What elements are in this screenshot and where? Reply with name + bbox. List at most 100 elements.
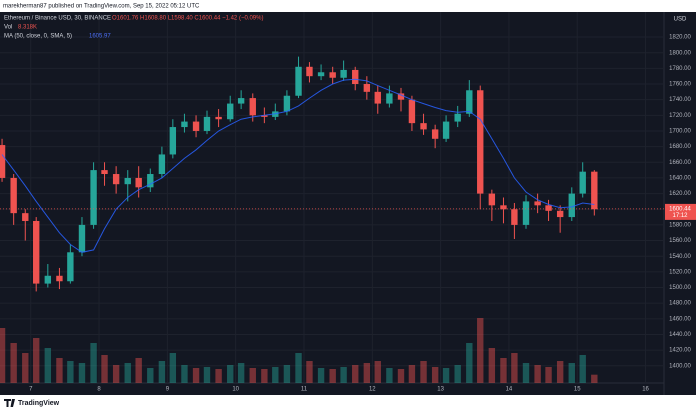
y-tick-label: 1480.00 [669, 301, 691, 307]
candle-body [306, 66, 313, 77]
candle-body [511, 209, 518, 225]
symbol: Ethereum / Binance USD, 30, BINANCE [4, 16, 111, 22]
x-tick-label: 16 [642, 387, 649, 393]
y-tick-label: 1540.00 [669, 254, 691, 260]
volume-bar [556, 361, 564, 383]
candle-body [477, 90, 484, 194]
volume-bar [477, 318, 484, 383]
volume-bar [317, 368, 325, 383]
candle-body [431, 129, 439, 139]
candle-body [227, 103, 234, 120]
candle-body [192, 121, 200, 131]
candle-body [22, 213, 29, 221]
x-tick-label: 9 [166, 387, 170, 393]
y-tick-label: 1780.00 [669, 66, 691, 72]
candle-body [534, 201, 541, 206]
candle-body [352, 69, 359, 85]
volume-bar [22, 353, 29, 383]
y-tick-label: 1820.00 [669, 35, 691, 41]
top-strip [0, 0, 696, 12]
volume-bar [466, 343, 473, 383]
grid [0, 12, 664, 383]
volume-bar [420, 361, 427, 383]
candle-body [101, 170, 108, 175]
overlay-layer [0, 78, 664, 253]
volume-bar [340, 367, 347, 383]
candle-body [522, 201, 530, 225]
y-tick-label: 1760.00 [669, 82, 691, 88]
candle-body [147, 174, 154, 188]
volume-bar [500, 358, 507, 383]
volume-bar [397, 369, 405, 383]
volume-bar [44, 348, 52, 383]
volume-bar [33, 338, 40, 383]
volume-bar [431, 367, 439, 383]
x-tick-label: 12 [369, 387, 376, 393]
volume-bar [124, 363, 131, 383]
brand: TradingView [18, 400, 60, 407]
volume-bar [272, 367, 279, 383]
y-tick-label: 1680.00 [669, 144, 691, 150]
y-tick-label: 1700.00 [669, 129, 691, 135]
candle-body [283, 95, 291, 112]
candle-body [420, 123, 427, 130]
volume-bar [0, 328, 6, 383]
candle-body [295, 66, 302, 96]
y-tick-label: 1640.00 [669, 176, 691, 182]
candle-body [78, 224, 86, 253]
candle-body [203, 116, 211, 131]
y-tick-label: 1460.00 [669, 316, 691, 322]
candle-body [466, 90, 473, 114]
volume-bar [249, 368, 256, 383]
volume-bar [408, 365, 416, 383]
volume-bar [352, 365, 359, 383]
volume-bar [192, 368, 200, 383]
y-tick-label: 1620.00 [669, 191, 691, 197]
volume-bar [386, 368, 393, 383]
candle-body [158, 154, 166, 175]
y-tick-label: 1800.00 [669, 50, 691, 56]
countdown: 17:12 [672, 213, 688, 219]
y-tick-label: 1420.00 [669, 348, 691, 354]
volume-bar [329, 369, 336, 383]
legend: Ethereum / Binance USD, 30, BINANCE O160… [4, 16, 263, 40]
candle-body [181, 121, 188, 128]
candle-body [329, 72, 336, 78]
y-tick-label: 1580.00 [669, 222, 691, 228]
volume-bar [295, 353, 302, 383]
volume-bar [203, 367, 211, 383]
candle-body [215, 116, 222, 120]
candle-body [169, 127, 177, 155]
volume-bar [442, 368, 450, 383]
x-tick-label: 11 [301, 387, 308, 393]
volume-bar [56, 358, 63, 383]
y-tick-label: 1560.00 [669, 238, 691, 244]
volume-bar [112, 365, 120, 383]
y-tick-label: 1740.00 [669, 97, 691, 103]
candle-body [442, 121, 450, 139]
volume-bar [374, 361, 381, 383]
y-tick-label: 1440.00 [669, 332, 691, 338]
volume-bar [283, 365, 291, 383]
candle-body [90, 170, 97, 225]
y-tick-label: 1660.00 [669, 160, 691, 166]
y-tick-label: 1400.00 [669, 363, 691, 369]
candle-body [56, 275, 63, 282]
volume-bar [90, 343, 97, 383]
volume-bar [591, 374, 598, 383]
candle-body [363, 84, 371, 92]
volume-bar [237, 363, 245, 383]
x-tick-label: 10 [232, 387, 239, 393]
volume-bar [261, 369, 268, 383]
y-tick-label: 1720.00 [669, 113, 691, 119]
ma-label: MA (50, close, 0, SMA, 5) [4, 34, 72, 40]
candle-body [249, 98, 256, 116]
volume-bar [363, 363, 371, 383]
ma-line [1, 78, 595, 253]
x-tick-label: 14 [506, 387, 513, 393]
volume-bar [169, 353, 177, 383]
volume-bar [215, 369, 222, 383]
candle-body [488, 193, 496, 206]
